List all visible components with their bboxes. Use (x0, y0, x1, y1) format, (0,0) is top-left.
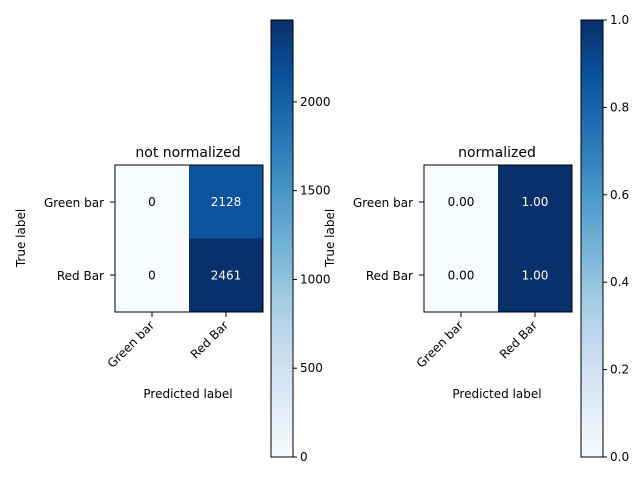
y-tick-label: Red Bar (366, 269, 413, 283)
cell-value-label: 2128 (211, 195, 242, 209)
heatmap-cell (424, 238, 499, 313)
y-axis-label: True label (14, 209, 28, 268)
y-tick-marks (110, 201, 115, 276)
y-tick-marks (419, 201, 424, 276)
colorbar-ticks: 0 500 1000 1500 2000 (293, 95, 331, 464)
colorbar-ticks: 0.0 0.2 0.4 0.6 0.8 1.0 (603, 13, 629, 464)
colorbar-tick-label: 0 (300, 450, 308, 464)
x-axis-label: Predicted label (452, 387, 541, 401)
x-tick-label: Green bar (105, 318, 157, 370)
x-tick-labels: Green bar Red Bar (414, 318, 540, 370)
y-tick-labels: Green bar Red Bar (353, 196, 413, 283)
heatmap-frame (114, 164, 264, 313)
y-tick-label: Green bar (44, 196, 104, 210)
colorbar-tick-label: 0.2 (610, 363, 629, 377)
colorbar-tick-label: 0.6 (610, 188, 629, 202)
heatmap-cell (189, 238, 264, 313)
x-tick-label: Red Bar (188, 318, 231, 361)
colorbar-tick-label: 0.0 (610, 450, 629, 464)
heatmap-cells: 0 2128 0 2461 (115, 165, 264, 313)
heatmap-cells: 0.00 1.00 0.00 1.00 (424, 165, 573, 313)
y-tick-labels: Green bar Red Bar (44, 196, 104, 283)
panel-not-normalized: not normalized 0 2128 0 2461 Green bar Red … (14, 19, 331, 464)
x-tick-labels: Green bar Red Bar (105, 318, 231, 370)
y-tick-label: Red Bar (57, 269, 104, 283)
x-axis-label: Predicted label (143, 387, 232, 401)
colorbar-tick-label: 1.0 (610, 13, 629, 27)
y-axis-label: True label (323, 209, 337, 268)
cell-value-label: 1.00 (522, 268, 549, 282)
colorbar: 0.0 0.2 0.4 0.6 0.8 1.0 (580, 13, 629, 464)
colorbar-gradient (580, 19, 604, 458)
heatmap-cell (115, 238, 190, 313)
cell-value-label: 2461 (211, 268, 242, 282)
x-tick-marks (460, 312, 536, 317)
cell-value-label: 0 (148, 195, 156, 209)
panel-normalized: normalized 0.00 1.00 0.00 1.00 Green bar Re… (323, 13, 629, 464)
cell-value-label: 0.00 (448, 195, 475, 209)
heatmap-cell (498, 238, 573, 313)
colorbar-tick-label: 0.4 (610, 275, 629, 289)
heatmap-cell (424, 165, 499, 239)
y-tick-label: Green bar (353, 196, 413, 210)
colorbar-tick-label: 1000 (300, 272, 331, 286)
cell-value-label: 0 (148, 268, 156, 282)
panel-title: normalized (458, 145, 536, 161)
x-tick-label: Green bar (414, 318, 466, 370)
cell-value-label: 1.00 (522, 195, 549, 209)
colorbar: 0 500 1000 1500 2000 (270, 19, 331, 464)
colorbar-gradient (270, 19, 294, 458)
colorbar-tick-label: 2000 (300, 95, 331, 109)
heatmap-cell (498, 165, 573, 239)
heatmap-frame (423, 164, 573, 313)
x-tick-label: Red Bar (497, 318, 540, 361)
colorbar-tick-label: 500 (300, 361, 323, 375)
heatmap-cell (189, 165, 264, 239)
panel-title: not normalized (135, 145, 240, 161)
cell-value-label: 0.00 (448, 268, 475, 282)
x-tick-marks (151, 312, 227, 317)
heatmap-cell (115, 165, 190, 239)
colorbar-tick-label: 0.8 (610, 100, 629, 114)
colorbar-tick-label: 1500 (300, 184, 331, 198)
